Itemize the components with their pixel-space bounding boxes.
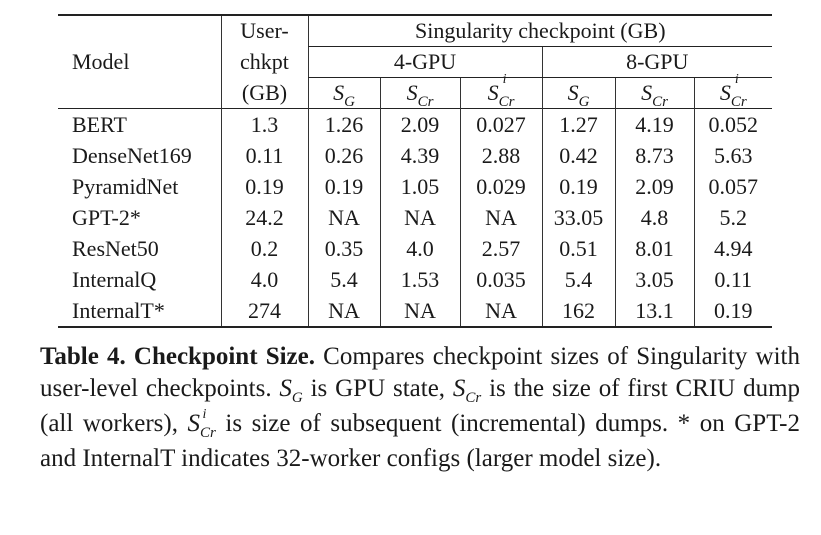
caption-text: is the size of first CRIU dump (all work… xyxy=(40,375,801,437)
header-singularity: Singularity checkpoint (GB) xyxy=(307,14,773,47)
table-row: ResNet50 0.2 0.35 4.0 2.57 0.51 8.01 4.9… xyxy=(58,233,773,264)
cell-model: GPT-2* xyxy=(72,204,141,230)
header-row-1: User- Singularity checkpoint (GB) xyxy=(58,14,773,47)
cell-model: DenseNet169 xyxy=(72,142,192,168)
cell-4gpu-sg: 0.35 xyxy=(307,233,380,264)
header-blank xyxy=(58,14,221,47)
caption-text: Compares checkpoint sizes of Singularity… xyxy=(40,343,800,402)
cell-user: 4.0 xyxy=(220,264,308,295)
caption-superscript: i xyxy=(202,407,207,422)
cell-4gpu-scr: NA xyxy=(379,202,460,233)
caption-subscript: Cr xyxy=(465,390,482,406)
table-row: InternalT* 274 NA NA NA 162 13.1 0.19 xyxy=(58,295,773,328)
cell-model: PyramidNet xyxy=(72,173,179,199)
cell-4gpu-sicr: NA xyxy=(459,295,542,328)
cell-4gpu-sg: 1.26 xyxy=(307,108,380,140)
cell-8gpu-scr: 13.1 xyxy=(614,295,694,328)
cell-8gpu-sicr: 0.11 xyxy=(693,264,773,295)
header-user-chkpt-line2: chkpt xyxy=(220,46,308,78)
caption-subscript: Cr xyxy=(200,425,216,441)
cell-user: 274 xyxy=(220,295,308,328)
cell-4gpu-sg: 0.19 xyxy=(307,171,380,202)
cell-8gpu-sg: 162 xyxy=(541,295,615,328)
checkpoint-size-table: User- Singularity checkpoint (GB) Model … xyxy=(58,14,773,328)
cell-user: 1.3 xyxy=(220,108,308,140)
cell-4gpu-sg: 0.26 xyxy=(307,140,380,171)
cell-8gpu-scr: 8.73 xyxy=(614,140,694,171)
cell-4gpu-sicr: 0.035 xyxy=(459,264,542,295)
cell-8gpu-sg: 0.19 xyxy=(541,171,615,202)
cell-4gpu-scr: 2.09 xyxy=(379,108,460,140)
cell-8gpu-scr: 4.19 xyxy=(614,108,694,140)
header-blank-2 xyxy=(58,78,221,109)
cell-8gpu-sg: 5.4 xyxy=(541,264,615,295)
cell-8gpu-scr: 8.01 xyxy=(614,233,694,264)
cell-4gpu-sg: NA xyxy=(307,295,380,328)
cell-4gpu-scr: 1.05 xyxy=(379,171,460,202)
header-user-chkpt-unit: (GB) xyxy=(220,77,308,109)
header-8gpu: 8-GPU xyxy=(541,46,773,78)
table-caption: Table 4. Checkpoint Size. Compares check… xyxy=(40,341,800,475)
caption-text: is GPU state, xyxy=(302,375,453,402)
header-8gpu-sg: SG xyxy=(541,77,615,110)
header-4gpu-scr: SCr xyxy=(379,77,460,110)
cell-user: 0.19 xyxy=(220,171,308,202)
cell-user: 0.2 xyxy=(220,233,308,264)
cell-4gpu-sicr: 2.88 xyxy=(459,140,542,171)
cell-8gpu-sicr: 0.057 xyxy=(693,171,773,202)
cell-model: InternalQ xyxy=(72,266,157,292)
cell-model: ResNet50 xyxy=(72,235,159,261)
caption-symbol-s: S xyxy=(279,375,292,402)
header-row-2: Model chkpt 4-GPU 8-GPU xyxy=(58,46,773,78)
cell-4gpu-sicr: NA xyxy=(459,202,542,233)
cell-8gpu-sicr: 5.2 xyxy=(693,202,773,233)
header-8gpu-scr: SCr xyxy=(614,77,694,110)
table-row: DenseNet169 0.11 0.26 4.39 2.88 0.42 8.7… xyxy=(58,140,773,171)
cell-4gpu-sg: NA xyxy=(307,202,380,233)
cell-8gpu-scr: 2.09 xyxy=(614,171,694,202)
caption-symbol-s: S xyxy=(452,375,466,402)
cell-8gpu-scr: 3.05 xyxy=(614,264,694,295)
table-row: GPT-2* 24.2 NA NA NA 33.05 4.8 5.2 xyxy=(58,202,773,233)
cell-model: InternalT* xyxy=(58,295,221,328)
cell-4gpu-sicr: 2.57 xyxy=(459,233,542,264)
table-row: PyramidNet 0.19 0.19 1.05 0.029 0.19 2.0… xyxy=(58,171,773,202)
table-row: BERT 1.3 1.26 2.09 0.027 1.27 4.19 0.052 xyxy=(58,108,773,140)
table-row: InternalQ 4.0 5.4 1.53 0.035 5.4 3.05 0.… xyxy=(58,264,773,295)
cell-4gpu-scr: NA xyxy=(379,295,460,328)
cell-user: 0.11 xyxy=(220,140,308,171)
cell-8gpu-sicr: 5.63 xyxy=(693,140,773,171)
cell-user: 24.2 xyxy=(220,202,308,233)
cell-4gpu-sicr: 0.029 xyxy=(459,171,542,202)
cell-4gpu-scr: 1.53 xyxy=(379,264,460,295)
header-user-chkpt-line1: User- xyxy=(220,14,308,47)
cell-8gpu-scr: 4.8 xyxy=(614,202,694,233)
caption-text: is size of subsequent (incremental) dump… xyxy=(40,410,800,472)
cell-4gpu-scr: 4.0 xyxy=(379,233,460,264)
cell-4gpu-sg: 5.4 xyxy=(307,264,380,295)
header-4gpu-sg: SG xyxy=(307,77,380,110)
caption-subscript: G xyxy=(291,390,303,406)
cell-8gpu-sg: 0.42 xyxy=(541,140,615,171)
header-4gpu: 4-GPU xyxy=(307,46,542,78)
header-model: Model xyxy=(72,49,130,74)
caption-label: Table 4. Checkpoint Size. xyxy=(40,343,315,370)
cell-8gpu-sicr: 0.052 xyxy=(693,108,773,140)
cell-8gpu-sg: 0.51 xyxy=(541,233,615,264)
cell-4gpu-scr: 4.39 xyxy=(379,140,460,171)
cell-8gpu-sg: 1.27 xyxy=(541,108,615,140)
cell-8gpu-sg: 33.05 xyxy=(541,202,615,233)
cell-8gpu-sicr: 0.19 xyxy=(693,295,773,328)
cell-model: BERT xyxy=(58,108,221,140)
cell-4gpu-sicr: 0.027 xyxy=(459,108,542,140)
cell-8gpu-sicr: 4.94 xyxy=(693,233,773,264)
